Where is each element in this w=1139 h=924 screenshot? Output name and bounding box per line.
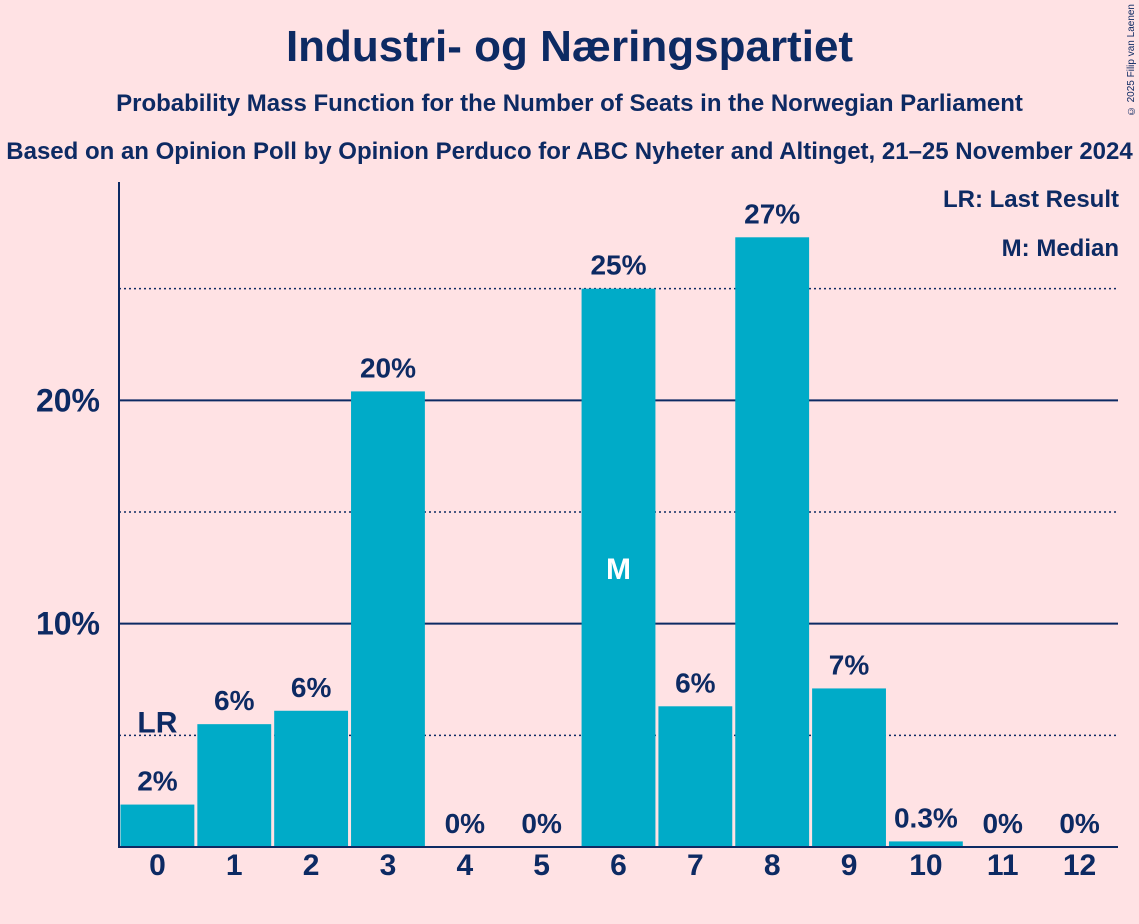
x-tick-label: 12	[1063, 849, 1096, 882]
bar	[735, 237, 810, 848]
bar-value-label: 25%	[590, 250, 646, 281]
bar-value-label: 0.3%	[894, 802, 958, 833]
chart-source: Based on an Opinion Poll by Opinion Perd…	[6, 138, 1133, 165]
bar	[274, 710, 349, 847]
x-tick-label: 2	[303, 849, 320, 882]
bar-value-label: 0%	[521, 808, 562, 839]
bar	[197, 724, 272, 847]
bar-value-label: 20%	[360, 352, 416, 383]
x-tick-label: 4	[456, 849, 473, 882]
x-tick-label: 11	[987, 849, 1019, 882]
bar-value-label: 0%	[445, 808, 486, 839]
bar-value-label: 27%	[744, 198, 800, 229]
bar-value-label: 2%	[137, 766, 178, 797]
chart-title: Industri- og Næringspartiet	[285, 22, 854, 71]
bar	[120, 804, 195, 847]
last-result-marker: LR	[137, 707, 177, 740]
legend-median: M: Median	[1001, 235, 1119, 262]
y-tick-label: 20%	[36, 382, 100, 418]
x-tick-label: 7	[687, 849, 704, 882]
y-tick-label: 10%	[36, 606, 100, 642]
chart-subtitle: Probability Mass Function for the Number…	[116, 90, 1023, 117]
bar-value-label: 0%	[982, 808, 1023, 839]
bar	[581, 288, 656, 848]
x-tick-label: 8	[764, 849, 781, 882]
x-tick-label: 5	[533, 849, 550, 882]
median-marker: M	[606, 553, 631, 586]
bar-value-label: 7%	[829, 649, 870, 680]
bar	[351, 391, 425, 847]
bar-value-label: 6%	[291, 672, 332, 703]
x-tick-label: 3	[380, 849, 397, 882]
x-tick-label: 9	[841, 849, 858, 882]
x-tick-label: 1	[226, 849, 243, 882]
bar-value-label: 6%	[214, 685, 255, 716]
bar-value-label: 0%	[1059, 808, 1100, 839]
bar-value-label: 6%	[675, 667, 716, 698]
x-tick-label: 10	[909, 849, 942, 882]
bar	[812, 688, 886, 847]
x-tick-label: 6	[610, 849, 627, 882]
x-tick-label: 0	[149, 849, 166, 882]
bar	[658, 706, 733, 847]
bar	[888, 841, 963, 847]
legend-last-result: LR: Last Result	[942, 186, 1119, 213]
